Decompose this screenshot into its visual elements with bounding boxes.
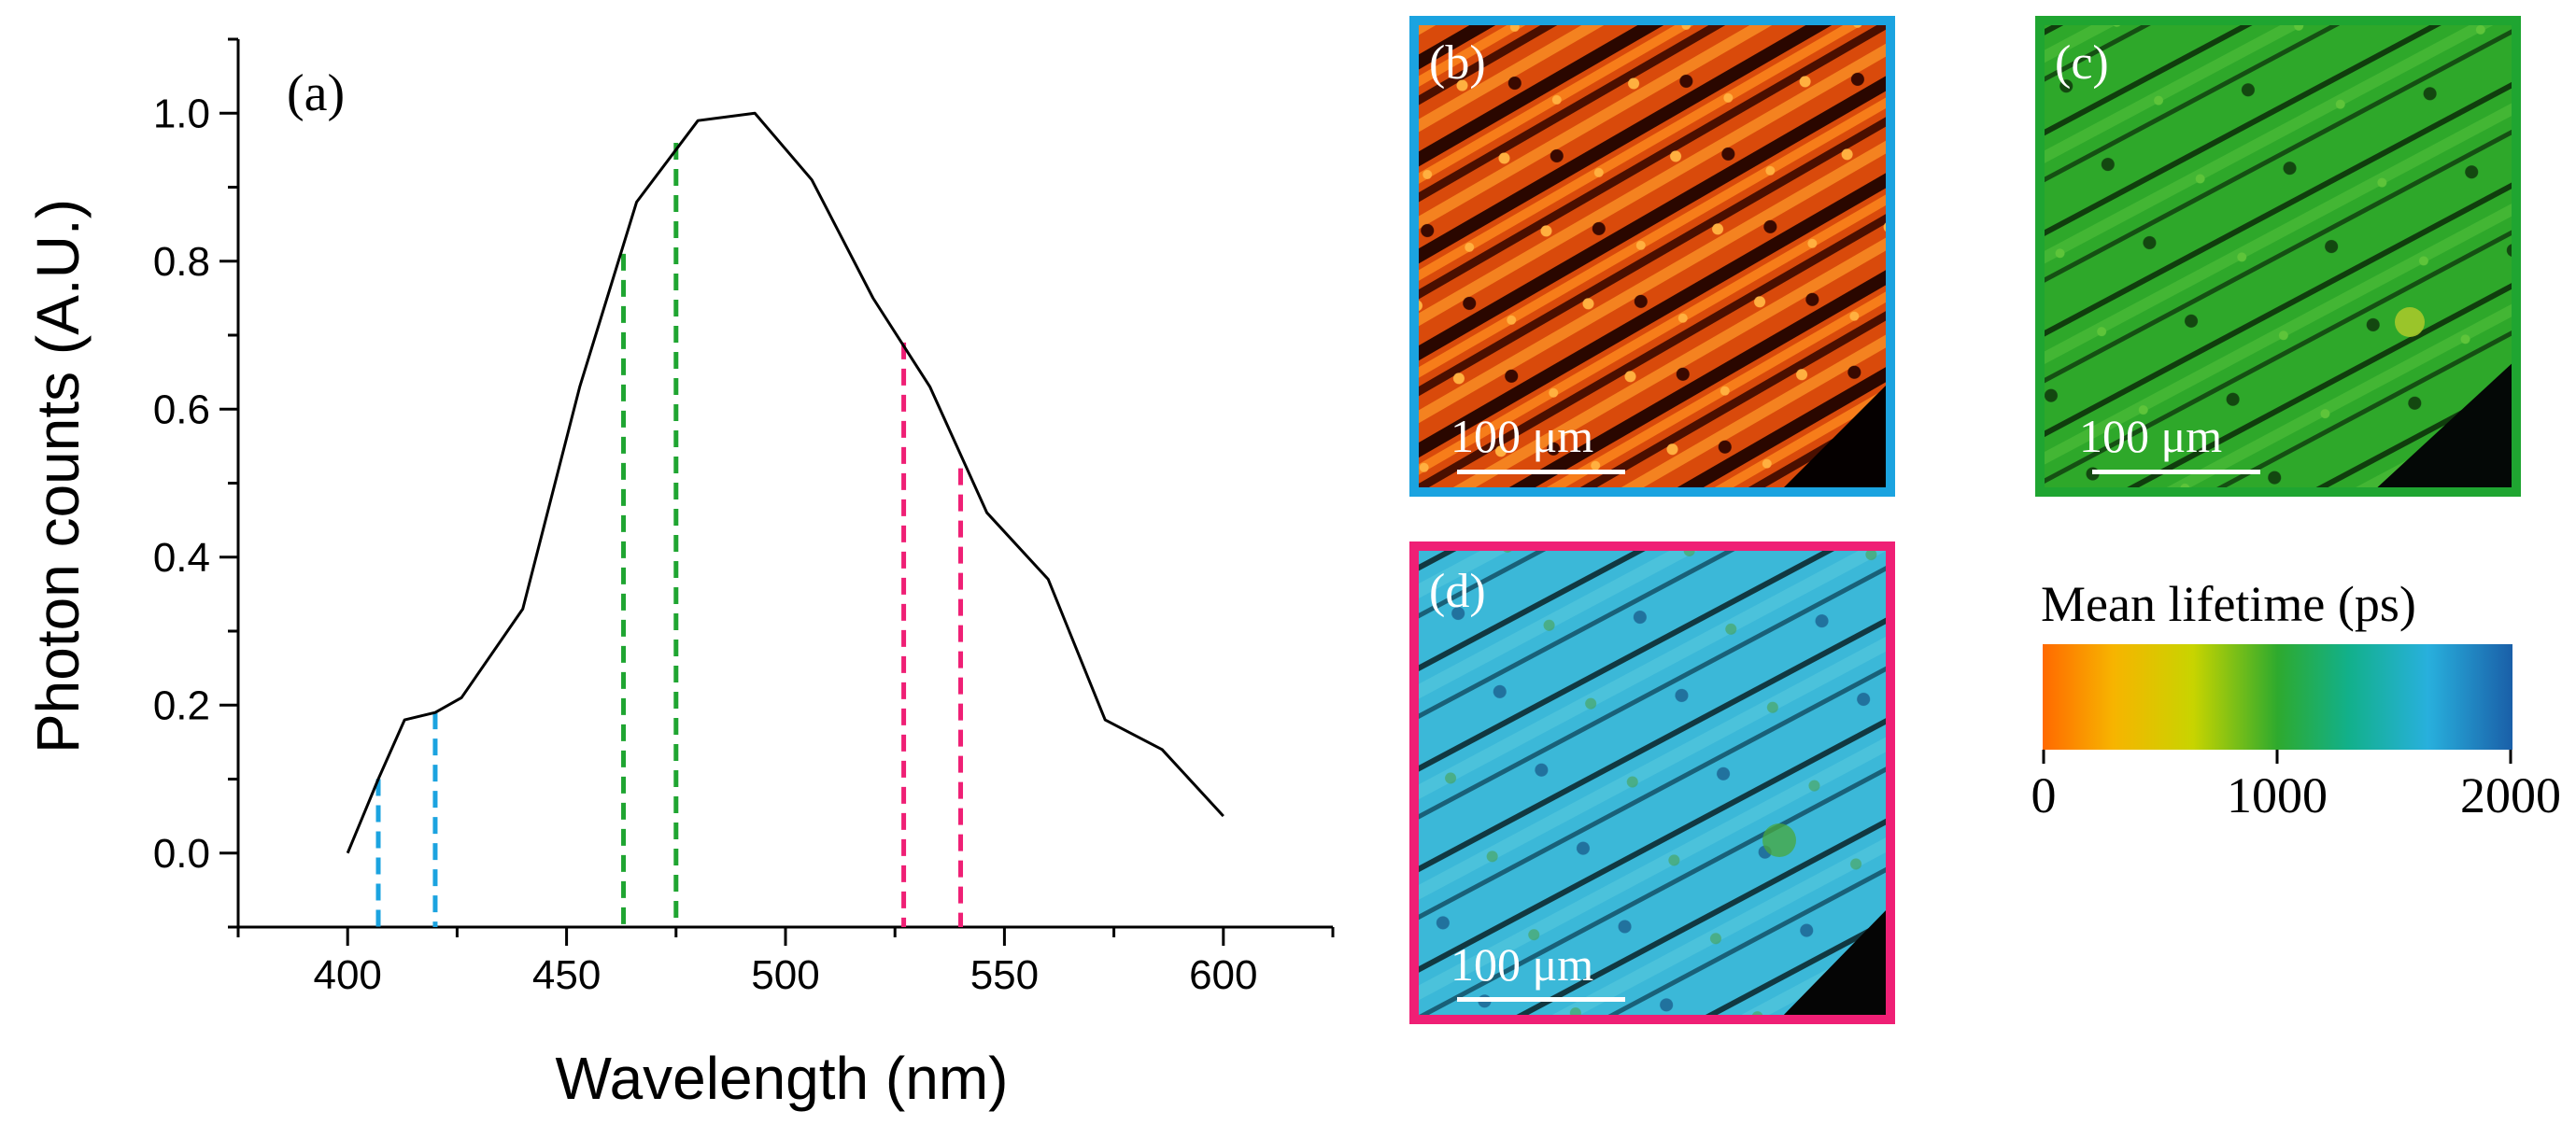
image-c-field [2040,21,2516,492]
x-tick-label: 500 [751,952,819,998]
image-d-field [1414,546,1890,1020]
image-panel-c: (c) 100 μm [2035,16,2521,497]
y-ticks: 0.0 0.2 0.4 0.6 0.8 1.0 [153,37,238,929]
colorbar-title: Mean lifetime (ps) [2041,576,2416,632]
y-tick-label: 1.0 [153,91,210,136]
image-d-border [1409,541,1895,1024]
image-b-dark-corner [1779,381,1890,492]
image-c-dark-corner [2372,359,2516,492]
x-tick-label: 450 [532,952,601,998]
y-tick-label: 0.6 [153,387,210,432]
image-d-label: (d) [1429,565,1486,618]
image-b-field [1414,21,1890,492]
image-c-scalebar [2092,470,2260,474]
y-tick-label: 0.0 [153,831,210,877]
image-panel-b: (b) 100 μm [1409,16,1895,497]
x-ticks: 400 450 500 550 600 [236,927,1335,998]
chart-axes [236,39,1333,929]
panel-label-a: (a) [287,64,345,122]
image-d-scalebar [1457,997,1625,1002]
image-b-border [1409,16,1895,497]
colorbar-tick-label-1000: 1000 [2227,767,2328,823]
y-tick-label: 0.2 [153,682,210,728]
colorbar-bar [2043,644,2512,750]
series-line [346,111,1224,854]
image-b-scalebar-text: 100 μm [1451,410,1593,462]
series-group [346,111,1224,854]
x-tick-label: 600 [1189,952,1257,998]
spectrum-chart: 0.0 0.2 0.4 0.6 0.8 1.0 400 450 500 550 600 (a) W… [24,37,1335,1112]
band-markers [375,142,964,927]
colorbar-tick-label-2000: 2000 [2460,767,2561,823]
image-b-scalebar [1457,470,1625,474]
y-axis-label: Photon counts (A.U.) [24,199,92,753]
x-axis-label: Wavelength (nm) [556,1045,1009,1112]
y-tick-label: 0.8 [153,239,210,285]
y-tick-label: 0.4 [153,535,210,581]
image-c-bright-spot [2395,307,2425,337]
image-d-scalebar-text: 100 μm [1451,938,1593,991]
image-d-dark-corner [1779,906,1890,1020]
image-c-scalebar-text: 100 μm [2079,410,2222,462]
x-tick-label: 400 [313,952,381,998]
image-b-label: (b) [1429,36,1486,90]
image-c-border [2035,16,2521,497]
colorbar-tick-label-0: 0 [2031,767,2057,823]
image-panel-d: (d) 100 μm [1409,541,1895,1024]
x-tick-label: 550 [970,952,1039,998]
image-d-green-spot [1762,823,1796,857]
image-c-label: (c) [2055,36,2109,90]
colorbar: Mean lifetime (ps) 0 1000 2000 [2031,576,2562,823]
